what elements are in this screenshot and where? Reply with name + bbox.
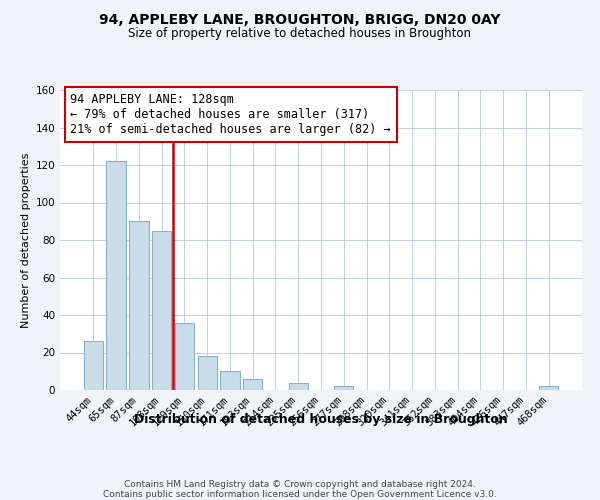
Text: Distribution of detached houses by size in Broughton: Distribution of detached houses by size … [134,412,508,426]
Bar [334,386,353,390]
Bar [106,161,126,390]
Text: Contains HM Land Registry data © Crown copyright and database right 2024.
Contai: Contains HM Land Registry data © Crown c… [103,480,497,500]
Bar [289,382,308,390]
Text: Size of property relative to detached houses in Broughton: Size of property relative to detached ho… [128,28,472,40]
Y-axis label: Number of detached properties: Number of detached properties [21,152,31,328]
Bar [539,386,558,390]
Bar [152,230,172,390]
Text: 94 APPLEBY LANE: 128sqm
← 79% of detached houses are smaller (317)
21% of semi-d: 94 APPLEBY LANE: 128sqm ← 79% of detache… [70,93,391,136]
Bar [197,356,217,390]
Bar [220,371,239,390]
Text: 94, APPLEBY LANE, BROUGHTON, BRIGG, DN20 0AY: 94, APPLEBY LANE, BROUGHTON, BRIGG, DN20… [99,12,501,26]
Bar [243,379,262,390]
Bar [84,341,103,390]
Bar [175,322,194,390]
Bar [129,221,149,390]
